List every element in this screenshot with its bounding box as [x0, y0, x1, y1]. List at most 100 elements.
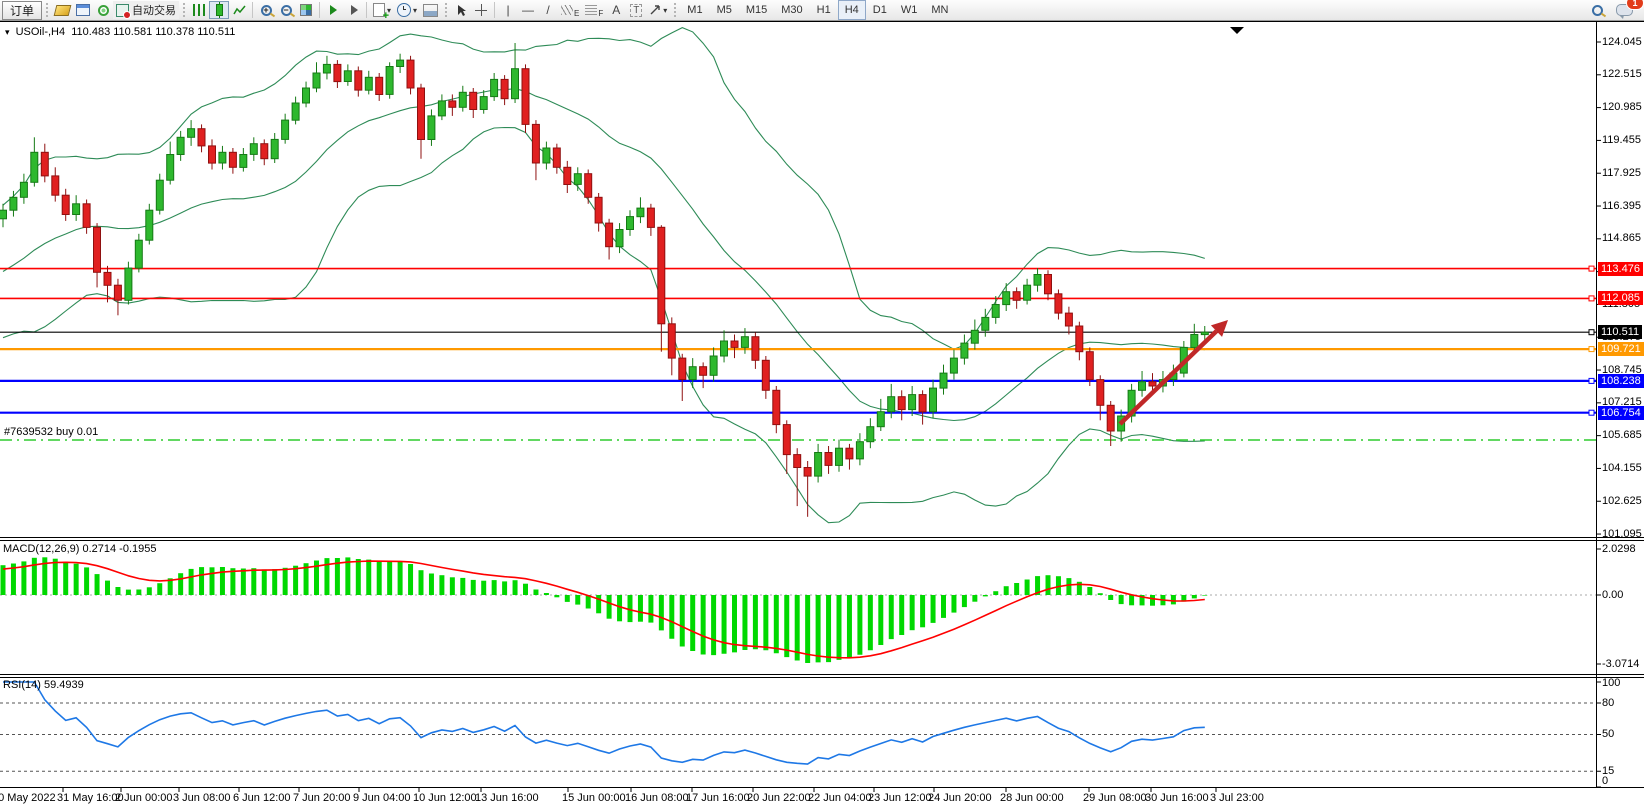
time-axis-label: 24 Jun 20:00	[928, 792, 992, 804]
chart-shift-marker[interactable]	[1230, 27, 1244, 34]
bar-chart-button[interactable]	[189, 1, 209, 19]
price-line-label[interactable]: 110.511	[1598, 325, 1643, 340]
chart-title[interactable]: ▾ USOil-,H4 110.483 110.581 110.378 110.…	[5, 26, 235, 38]
candle-body	[1190, 334, 1199, 348]
candle-body	[500, 78, 509, 100]
new-chart-button[interactable]: ▾	[370, 1, 394, 22]
candle-body	[0, 209, 7, 220]
zoom-out-button[interactable]: −	[276, 1, 296, 19]
tile-windows-button[interactable]	[296, 1, 316, 19]
candle-body	[113, 284, 122, 301]
timeframe-d1[interactable]: D1	[872, 4, 887, 16]
candle-body	[573, 173, 582, 185]
timeframe-m1[interactable]: M1	[687, 4, 703, 16]
order-line-label[interactable]: #7639532 buy 0.01	[4, 426, 99, 438]
chat-button[interactable]: 1	[1613, 0, 1643, 19]
fibonacci-tool[interactable]: F	[582, 1, 606, 19]
market-watch-icon[interactable]	[73, 1, 93, 19]
candle-body	[385, 66, 394, 95]
crosshair-tool-button[interactable]	[471, 1, 491, 19]
timeframe-h4[interactable]: H4	[837, 0, 866, 20]
candle-body	[1200, 331, 1209, 336]
candle-body	[490, 78, 499, 98]
cursor-tool-button[interactable]	[451, 1, 471, 19]
candle-body	[343, 70, 352, 83]
timeframe-h1[interactable]: H1	[816, 4, 831, 16]
candle-body	[751, 336, 760, 361]
channel-tool[interactable]: E	[558, 1, 582, 19]
bollinger-band-line	[2, 126, 1205, 524]
candle-body	[772, 389, 781, 426]
candle-body	[249, 143, 258, 155]
candle-body	[1148, 381, 1157, 387]
navigator-icon[interactable]	[93, 1, 113, 19]
candle-body	[1012, 291, 1021, 301]
new-order-icon[interactable]	[52, 1, 73, 19]
candle-body	[803, 467, 812, 477]
chart-symbol-period: USOil-,H4	[15, 26, 66, 38]
zoom-in-button[interactable]: +	[256, 1, 276, 19]
collapse-triangle-icon[interactable]: ▾	[5, 27, 10, 37]
price-line-anchor	[1588, 329, 1595, 336]
time-axis-label: 2 Jun 00:00	[115, 792, 173, 804]
gold-tag-icon	[53, 4, 72, 16]
candle-body	[322, 63, 331, 74]
price-line-label[interactable]: 106.754	[1598, 405, 1644, 420]
candle-body	[720, 340, 728, 357]
vertical-line-tool[interactable]: |	[498, 1, 518, 19]
time-axis-label: 3 Jul 23:00	[1210, 792, 1264, 804]
candle-body	[291, 102, 300, 121]
price-line-label[interactable]: 108.238	[1598, 373, 1644, 388]
time-axis-label: 16 Jun 08:00	[625, 792, 689, 804]
timeframe-m5[interactable]: M5	[716, 4, 732, 16]
time-axis-label: 31 May 16:00	[57, 792, 124, 804]
trendline-tool[interactable]: /	[538, 1, 558, 19]
price-tick-label: 102.625	[1602, 494, 1642, 507]
text-tool[interactable]: A	[606, 1, 626, 19]
rsi-axis-label: 15	[1602, 764, 1615, 777]
autotrade-button[interactable]: 自动交易	[113, 1, 180, 19]
horizontal-line-tool[interactable]: —	[518, 1, 538, 19]
price-tick-label: 124.045	[1602, 35, 1642, 48]
price-line-label[interactable]: 112.085	[1598, 291, 1643, 306]
candle-body	[876, 411, 885, 428]
timeframe-m15[interactable]: M15	[745, 4, 768, 16]
candle-body	[970, 329, 979, 344]
time-axis-label: 29 Jun 08:00	[1083, 792, 1147, 804]
price-line-label[interactable]: 109.721	[1598, 342, 1644, 357]
crosshair-icon	[475, 4, 488, 16]
templates-button[interactable]	[420, 1, 441, 19]
rsi-axis-label: 50	[1602, 728, 1615, 740]
candle-body	[228, 151, 237, 168]
candle-body	[40, 151, 49, 177]
timeframe-m30[interactable]: M30	[781, 4, 803, 16]
macd-axis-label: 0.00	[1602, 588, 1624, 601]
zoom-in-icon: +	[260, 4, 272, 16]
candle-body	[814, 452, 823, 477]
candlestick-chart-button[interactable]	[209, 1, 230, 19]
search-button[interactable]	[1587, 1, 1607, 19]
label-tool[interactable]: T	[626, 1, 646, 19]
macd-axis-label: 2.0298	[1602, 542, 1636, 555]
candle-body	[908, 394, 917, 411]
chart-ohlc-values: 110.483 110.581 110.378 110.511	[71, 26, 236, 38]
time-axis-label: 22 Jun 04:00	[808, 792, 872, 804]
profiles-button[interactable]: ▾	[394, 1, 420, 19]
arrows-tool[interactable]: ▾	[646, 1, 670, 19]
price-tick-label: 104.155	[1602, 461, 1642, 474]
trend-arrow-line[interactable]	[1118, 329, 1219, 426]
time-axis-label: 30 May 2022	[0, 792, 56, 804]
auto-scroll-button[interactable]	[343, 1, 363, 19]
price-line-label[interactable]: 113.476	[1598, 261, 1643, 276]
candle-body	[312, 72, 321, 89]
line-chart-button[interactable]	[229, 1, 249, 19]
timeframe-w1[interactable]: W1	[900, 4, 918, 16]
chart-shift-button[interactable]	[323, 1, 343, 19]
timeframe-mn[interactable]: MN	[931, 4, 949, 16]
time-axis-label: 3 Jun 08:00	[173, 792, 231, 804]
template-icon	[423, 3, 439, 17]
toolbar-separator	[252, 2, 254, 18]
orders-button[interactable]: 订单	[2, 0, 43, 20]
candle-body	[667, 323, 676, 359]
